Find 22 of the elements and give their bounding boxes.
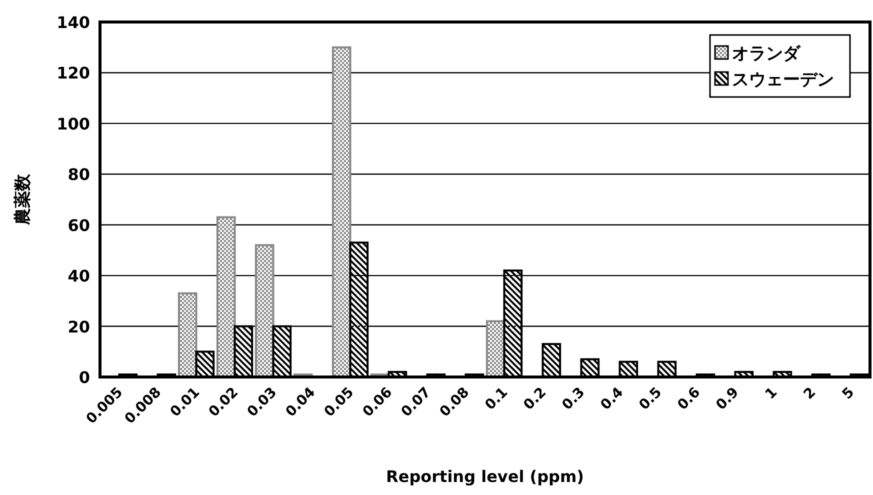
x-tick-label: 1 xyxy=(762,384,781,403)
x-tick-label: 0.1 xyxy=(482,384,512,414)
x-tick-label: 2 xyxy=(800,384,820,403)
y-axis-title: 農薬数 xyxy=(13,173,33,226)
y-tick-label: 140 xyxy=(56,13,90,32)
y-tick-label: 120 xyxy=(56,64,90,83)
y-tick-label: 40 xyxy=(68,266,90,286)
y-tick-label: 0 xyxy=(78,368,90,387)
x-tick-label: 0.6 xyxy=(674,384,704,414)
x-tick-label: 0.3 xyxy=(559,384,588,414)
y-tick-label: 100 xyxy=(56,114,90,134)
y-tick-label: 20 xyxy=(68,317,90,336)
y-tick-label: 60 xyxy=(68,216,90,235)
x-tick-label: 0.5 xyxy=(636,384,666,414)
x-tick-label: 0.4 xyxy=(598,384,627,414)
x-tick-label: 5 xyxy=(839,384,858,403)
x-tick-label: 0.9 xyxy=(713,384,742,414)
x-tick-label: 0.2 xyxy=(520,384,550,414)
legend-label: スウェーデン xyxy=(732,70,834,90)
legend-label: オランダ xyxy=(732,44,801,64)
y-tick-label: 80 xyxy=(68,165,90,184)
x-axis-title: Reporting level (ppm) xyxy=(386,467,584,486)
